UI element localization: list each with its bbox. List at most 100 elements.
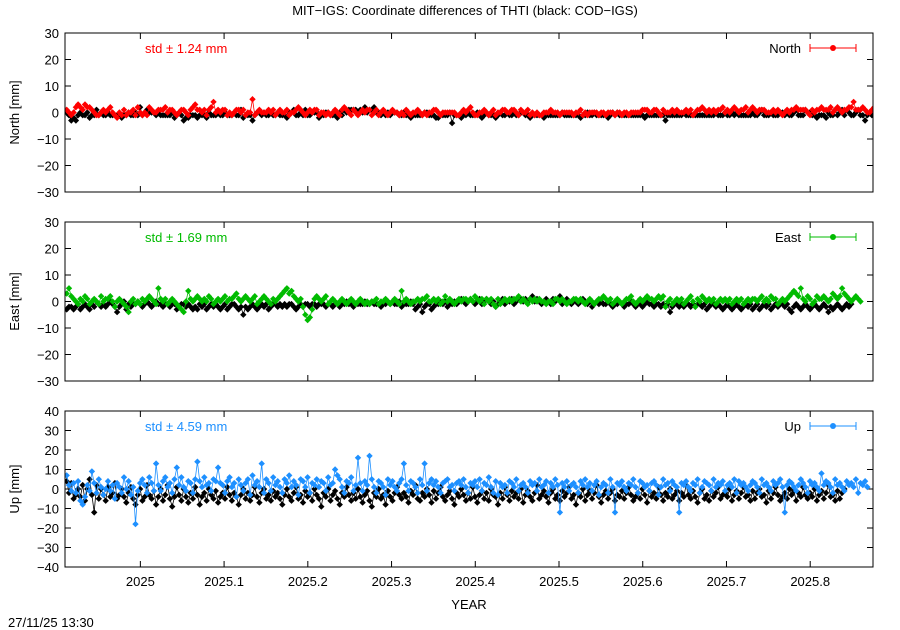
data-point <box>708 109 715 116</box>
data-point <box>660 293 667 300</box>
data-point <box>799 295 807 303</box>
data-point <box>689 298 697 305</box>
data-point <box>267 300 275 308</box>
data-point <box>598 295 605 303</box>
data-point <box>797 285 804 292</box>
data-point <box>646 487 653 495</box>
data-point <box>582 497 589 504</box>
data-point <box>832 476 839 483</box>
data-point <box>795 481 802 489</box>
data-point <box>632 493 639 500</box>
data-point <box>625 112 632 119</box>
data-point <box>616 481 623 489</box>
data-point <box>196 478 203 485</box>
data-point <box>444 476 451 483</box>
data-point <box>173 464 180 471</box>
data-point <box>570 491 577 499</box>
data-point <box>850 483 857 491</box>
data-point <box>247 491 254 499</box>
data-point <box>295 104 302 111</box>
data-point <box>276 483 284 491</box>
data-point <box>336 501 343 508</box>
data-point <box>616 109 623 116</box>
data-point <box>825 106 832 113</box>
data-point <box>366 452 373 460</box>
data-point <box>494 295 502 303</box>
data-point <box>662 117 669 124</box>
data-point <box>637 495 644 502</box>
data-point <box>836 106 843 113</box>
data-point <box>182 493 190 500</box>
data-point <box>621 483 628 491</box>
data-point <box>742 483 749 491</box>
data-point <box>673 483 681 491</box>
data-point <box>653 495 660 502</box>
data-point <box>442 293 449 300</box>
data-point <box>625 479 632 487</box>
data-point <box>373 295 380 303</box>
data-point <box>219 481 226 489</box>
data-point <box>240 487 247 495</box>
data-point <box>708 298 715 305</box>
data-point <box>885 107 891 113</box>
data-point <box>554 109 561 116</box>
data-point <box>641 483 648 491</box>
data-point <box>687 495 694 502</box>
y-tick-label: 0 <box>52 482 59 497</box>
data-point <box>591 489 598 497</box>
data-point <box>758 476 765 483</box>
data-point <box>568 495 575 502</box>
data-point <box>873 107 879 113</box>
data-point <box>623 487 630 495</box>
data-point <box>260 489 268 497</box>
data-point <box>788 479 795 487</box>
data-point <box>715 479 722 487</box>
data-point <box>747 497 754 504</box>
data-point <box>559 300 566 308</box>
data-point <box>270 106 277 113</box>
data-point <box>483 481 490 489</box>
data-point <box>130 483 137 491</box>
data-point <box>841 487 848 495</box>
data-point <box>572 483 580 491</box>
data-point <box>446 487 453 495</box>
data-point <box>235 476 242 483</box>
data-point <box>471 493 479 500</box>
data-point <box>543 493 550 500</box>
data-point <box>180 308 187 316</box>
data-point <box>682 298 690 305</box>
data-point <box>820 495 827 502</box>
data-point <box>132 300 139 308</box>
data-point <box>694 295 701 303</box>
data-point <box>637 478 644 485</box>
data-point <box>621 298 628 305</box>
data-point <box>235 501 242 508</box>
data-point <box>648 300 655 308</box>
data-point <box>694 499 701 506</box>
data-point <box>237 298 245 305</box>
data-point <box>850 112 857 119</box>
data-point <box>113 114 121 121</box>
data-point <box>299 303 307 310</box>
data-point <box>86 104 93 111</box>
data-point <box>618 478 626 485</box>
data-point <box>634 489 642 497</box>
data-point <box>311 481 318 489</box>
data-point <box>575 298 582 305</box>
data-point <box>118 489 125 497</box>
data-point <box>797 493 804 500</box>
data-point <box>286 472 293 479</box>
data-point <box>306 489 314 497</box>
data-point <box>485 497 492 504</box>
data-point <box>88 468 96 475</box>
data-point <box>731 491 738 499</box>
y-tick-label: 20 <box>45 53 59 68</box>
data-point <box>331 487 339 495</box>
x-tick-label: 2025.2 <box>288 574 328 589</box>
data-point <box>175 491 183 499</box>
data-point <box>637 300 644 308</box>
data-point <box>513 489 520 497</box>
data-point <box>559 479 566 487</box>
data-point <box>373 493 380 500</box>
data-point <box>630 497 637 504</box>
